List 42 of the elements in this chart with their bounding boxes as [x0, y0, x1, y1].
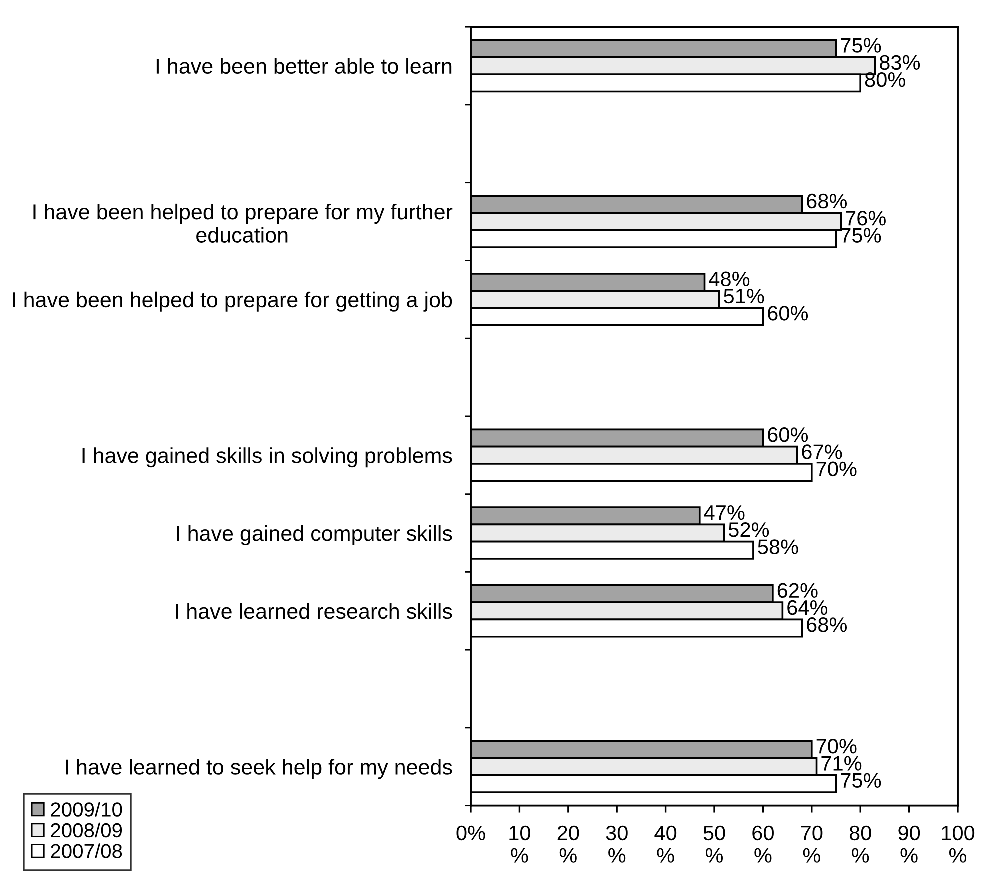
data-label: 60%: [768, 428, 808, 442]
x-tick-label: 40 %: [654, 826, 677, 863]
x-tick-label: 80 %: [850, 826, 872, 863]
data-label: 64%: [788, 600, 828, 616]
data-label: 51%: [724, 289, 764, 304]
legend-label: 2009/10: [51, 802, 122, 817]
x-tick-label: 10 %: [510, 826, 530, 863]
y-tick-label: I have gained skills in solving problems: [82, 448, 452, 468]
x-tick-label: 90 %: [898, 826, 920, 863]
y-tick-label: I have learned research skills: [176, 603, 452, 620]
data-label: 70%: [816, 462, 857, 477]
data-label: 48%: [709, 272, 750, 287]
x-tick-label: 20 %: [558, 826, 580, 863]
y-tick-label: I have been better able to learn: [156, 58, 452, 74]
data-label: 75%: [841, 38, 882, 53]
data-label: 62%: [778, 583, 818, 598]
y-tick-label: I have been helped to prepare for my further education: [34, 204, 453, 243]
legend-label: 2007/08: [51, 844, 122, 858]
data-label: 75%: [841, 228, 882, 243]
x-tick-label: 70 %: [801, 826, 823, 863]
data-label: 68%: [807, 194, 848, 209]
data-label: 60%: [768, 306, 808, 321]
data-label: 58%: [758, 540, 798, 554]
data-label: 76%: [846, 211, 886, 226]
x-tick-label: 60 %: [752, 826, 774, 863]
data-label: 71%: [822, 756, 862, 771]
x-tick-label: 30 %: [606, 826, 628, 863]
y-tick-label: I have been helped to prepare for getting a job: [13, 292, 452, 312]
data-label: 47%: [704, 506, 745, 520]
data-label: 80%: [865, 72, 906, 88]
x-tick-label: 100 %: [942, 826, 975, 863]
data-label: 75%: [841, 773, 882, 788]
x-tick-label: 0%: [456, 826, 486, 841]
y-tick-label: I have learned to seek help for my needs: [66, 759, 452, 780]
data-label: 83%: [880, 55, 920, 70]
data-label: 68%: [807, 618, 848, 632]
x-tick-label: 50 %: [704, 826, 726, 863]
data-label: 52%: [728, 522, 770, 538]
data-label: 70%: [816, 739, 857, 754]
y-tick-label: I have gained computer skills: [177, 525, 452, 546]
data-label: 67%: [802, 444, 842, 460]
legend-label: 2008/09: [51, 822, 122, 838]
